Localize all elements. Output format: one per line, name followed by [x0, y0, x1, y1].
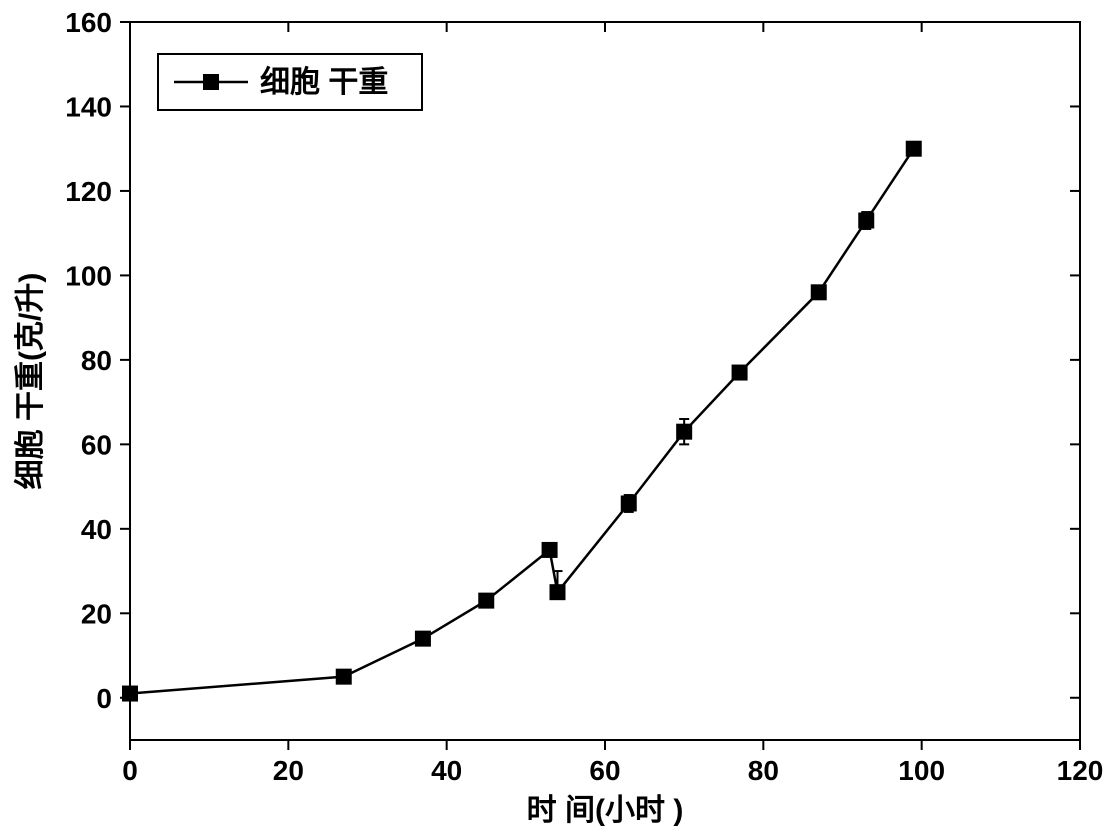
y-tick-label: 80 — [81, 345, 112, 376]
x-tick-label: 60 — [589, 755, 620, 786]
y-tick-label: 100 — [65, 260, 112, 291]
x-tick-label: 20 — [273, 755, 304, 786]
x-tick-label: 120 — [1057, 755, 1103, 786]
data-point — [906, 141, 922, 157]
data-point — [676, 424, 692, 440]
y-tick-label: 160 — [65, 7, 112, 38]
data-point — [415, 631, 431, 647]
legend-marker-icon — [203, 74, 219, 90]
y-tick-label: 120 — [65, 176, 112, 207]
series-line — [130, 149, 914, 694]
x-tick-label: 100 — [898, 755, 945, 786]
x-tick-label: 40 — [431, 755, 462, 786]
chart-container: 0 20 40 60 80 100 120 0 20 40 60 80 100 120 140 160 时 间(… — [0, 0, 1103, 833]
y-tick-label: 20 — [81, 598, 112, 629]
data-point — [336, 669, 352, 685]
y-tick-label: 60 — [81, 429, 112, 460]
data-point — [542, 542, 558, 558]
y-tick-label: 140 — [65, 91, 112, 122]
legend-label: 细胞 干重 — [260, 66, 388, 99]
y-axis-label: 细胞 干重(克/升) — [14, 273, 47, 490]
data-point — [858, 213, 874, 229]
data-point — [478, 593, 494, 609]
data-point — [811, 284, 827, 300]
data-point — [550, 584, 566, 600]
data-point — [621, 495, 637, 511]
growth-chart: 0 20 40 60 80 100 120 0 20 40 60 80 100 120 140 160 时 间(… — [0, 0, 1103, 833]
y-tick-label: 0 — [96, 683, 112, 714]
plot-border — [130, 22, 1080, 740]
x-axis-label: 时 间(小时 ) — [527, 794, 684, 827]
data-point — [122, 686, 138, 702]
y-tick-label: 40 — [81, 514, 112, 545]
x-tick-label: 0 — [122, 755, 138, 786]
x-tick-label: 80 — [748, 755, 779, 786]
data-point — [732, 365, 748, 381]
